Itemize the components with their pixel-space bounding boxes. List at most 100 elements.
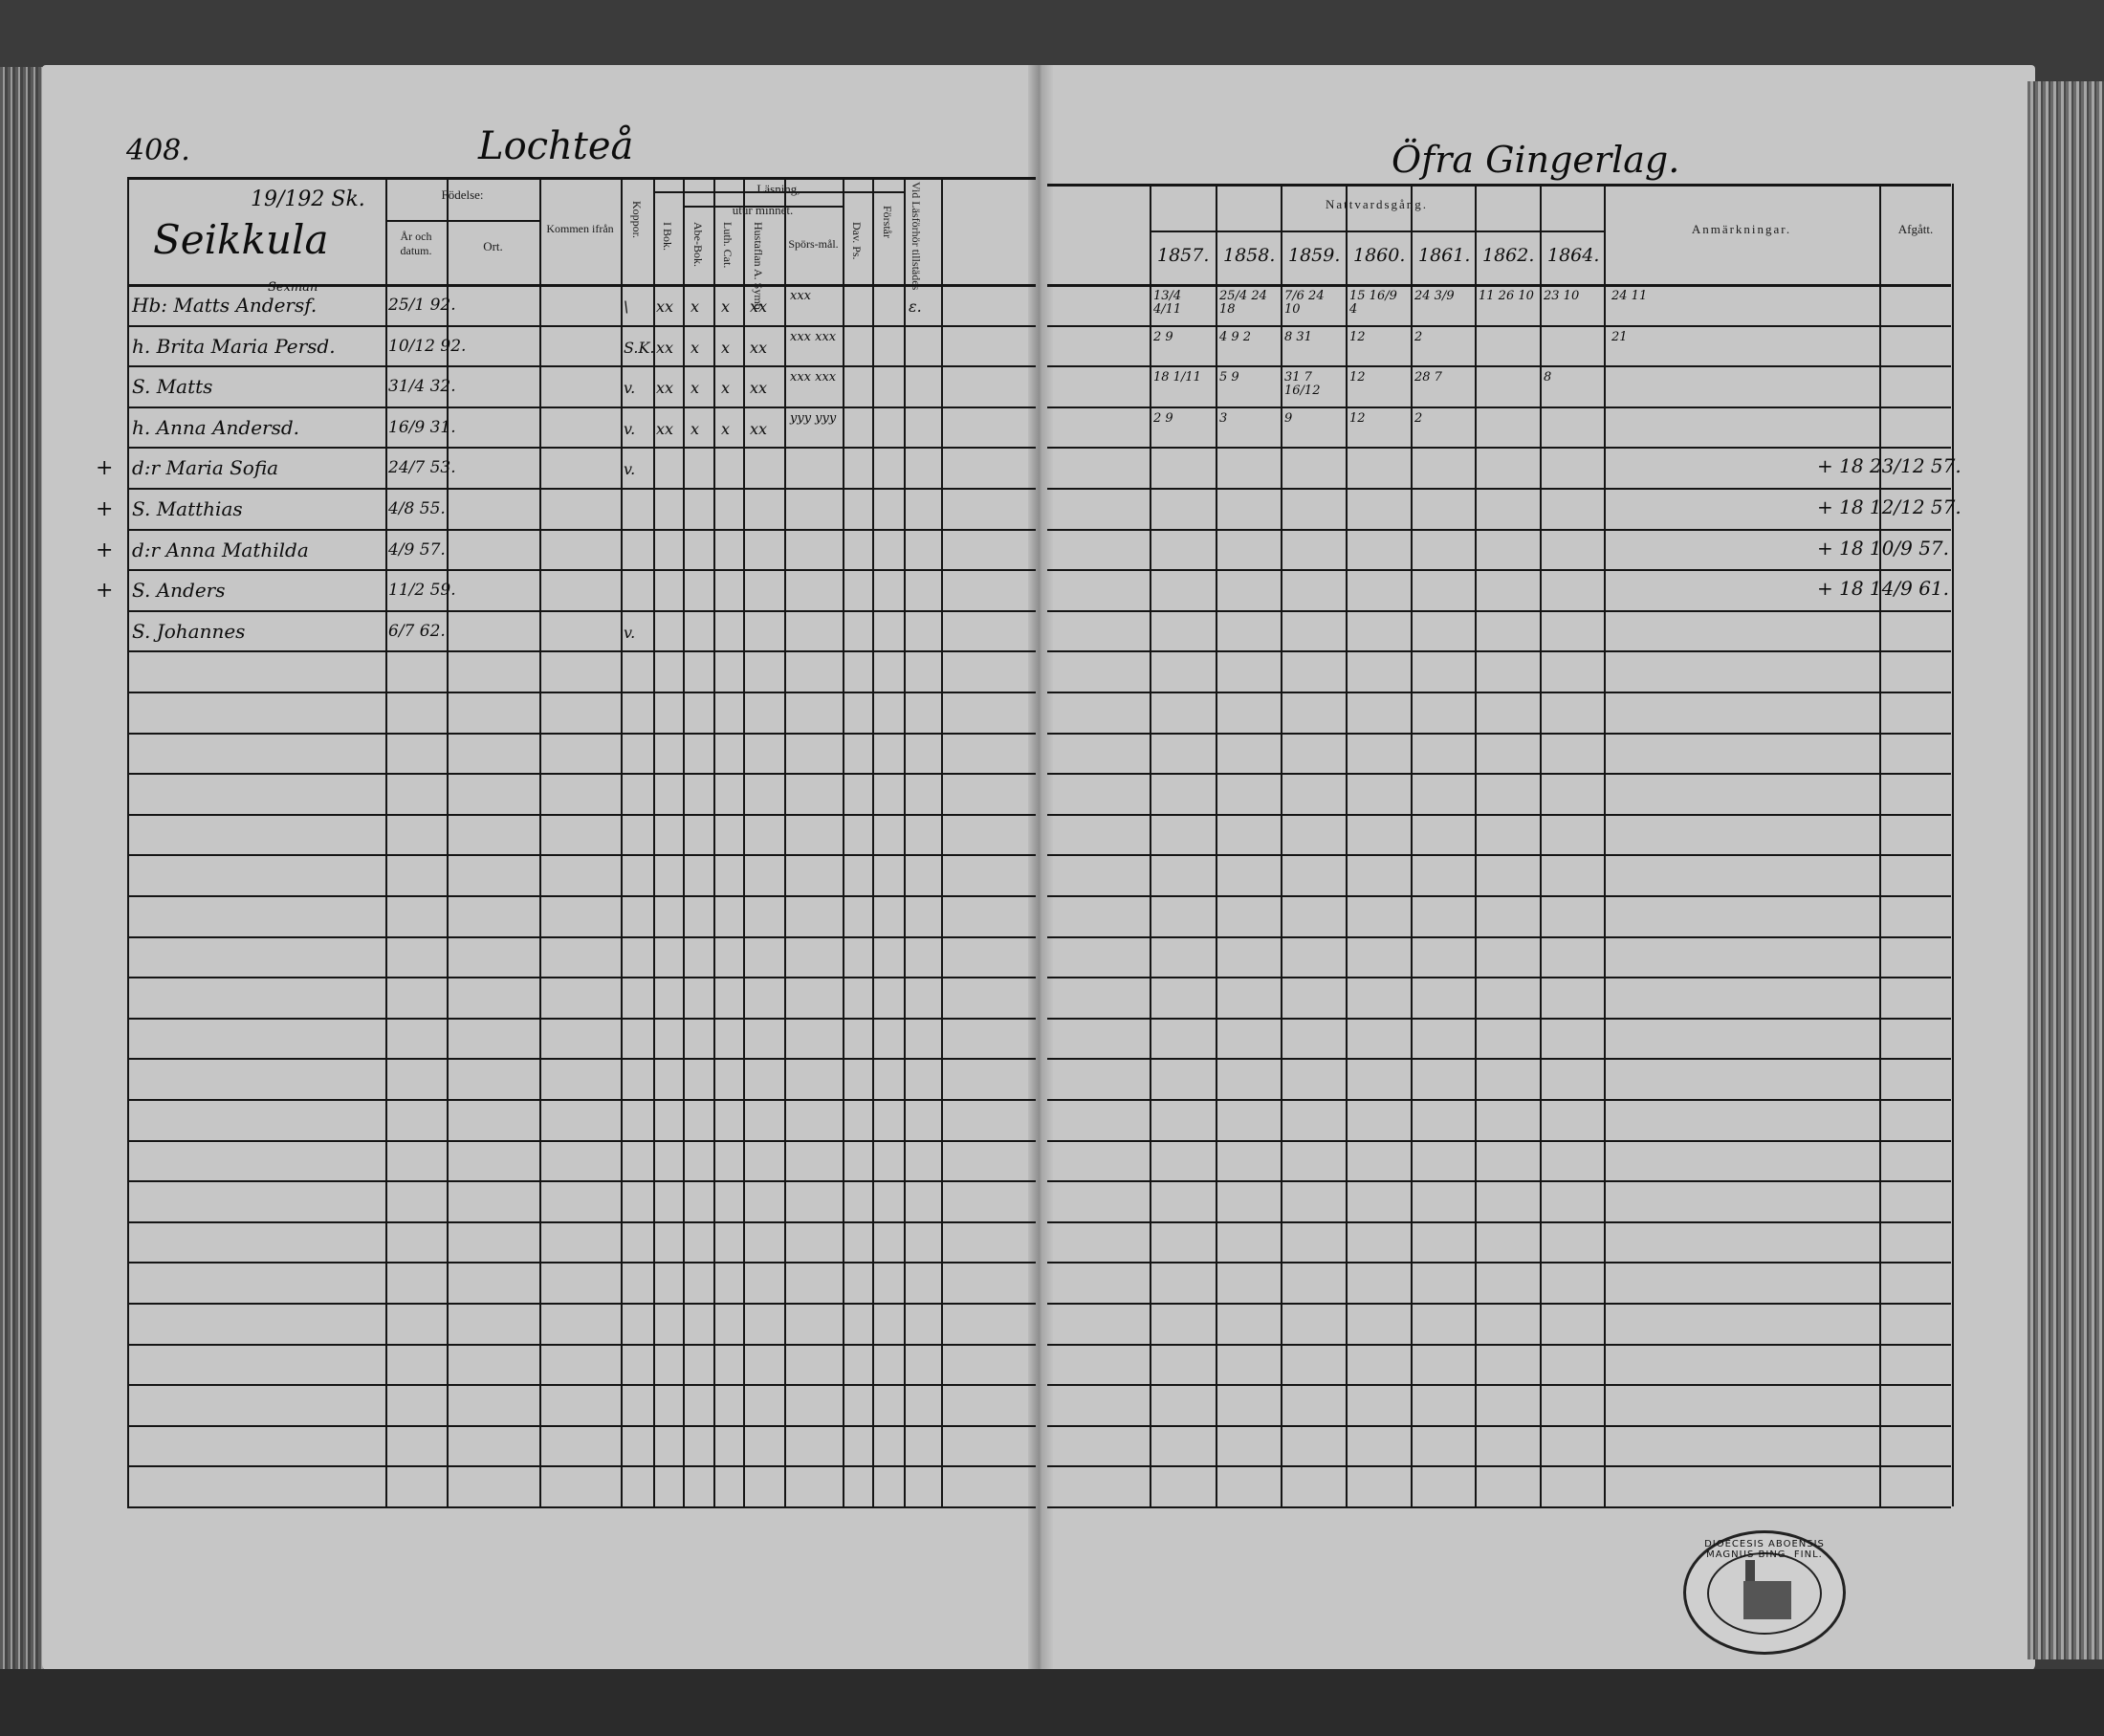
row-rule [1047,1343,1951,1346]
header-anmarkningar: Anmärkningar. [1691,222,1792,236]
communion-entry: 15 16/9 4 [1349,289,1397,317]
fodelse-rule [385,220,539,222]
year-header: 1858. [1223,245,1276,266]
column-rule [784,177,786,1506]
communion-entry: 2 [1414,329,1423,344]
header-koppor: Koppor. [630,201,644,238]
koppor-mark: S.K. [624,338,655,357]
column-rule [1540,184,1542,1506]
row-rule [1047,1465,1951,1468]
communion-entry: 25/4 24 18 [1219,289,1267,317]
header-ar-datum: År och datum. [400,230,432,257]
row-rule [127,569,1036,572]
year-header: 1859. [1288,245,1341,266]
row-rule [127,324,1036,327]
column-rule [904,177,906,1506]
occupation-note: Sexman [268,280,318,295]
row-rule [127,773,1036,776]
header-bottom-rule [127,284,1036,287]
communion-entry: 24 11 [1611,289,1648,303]
communion-entry: 2 9 [1153,329,1173,344]
communion-entry: 21 [1611,329,1628,344]
departure-date: + 18 10/9 57. [1817,536,1949,560]
lasning-rule [653,191,904,193]
row-rule [127,406,1036,408]
row-rule [127,854,1036,857]
birth-date: 24/7 53. [388,458,456,478]
row-rule [127,1303,1036,1305]
abe-bok-mark: x [690,338,700,357]
column-rule [1952,184,1954,1506]
column-rule [1150,184,1151,1506]
row-rule [1047,1262,1951,1264]
communion-entry: 28 7 [1414,370,1442,385]
homestead-ref: 19/192 Sk. [251,187,365,211]
person-name: S. Johannes [132,619,246,643]
communion-entry: 13/4 4/11 [1153,289,1182,317]
row-rule [127,365,1036,368]
row-rule [127,1343,1036,1346]
row-rule [127,935,1036,938]
scan-background [0,1669,2104,1736]
luth-cat-mark: x [721,297,731,316]
communion-entry: 18 1/11 [1153,370,1201,385]
birth-date: 25/1 92. [388,296,456,315]
row-rule [127,1058,1036,1061]
column-rule [1411,184,1413,1506]
header-sporsmal: Spörs-mål. [788,237,839,251]
minnet-rule [683,206,843,208]
hustaflan-mark: xx [750,338,768,357]
row-rule [1047,447,1951,450]
right-header-bottom-rule [1047,284,1951,287]
right-village-heading: Öfra Gingerlag. [1392,139,1680,181]
row-rule [1047,773,1951,776]
row-rule [1047,1506,1951,1508]
i-bok-mark: xx [656,338,674,357]
birth-date: 10/12 92. [388,336,467,356]
row-rule [127,1384,1036,1387]
hustaflan-mark: xx [750,297,768,316]
communion-entry: 3 [1219,410,1228,426]
sporsmal-mark: xxx [790,289,811,303]
birth-date: 4/9 57. [388,539,446,560]
header-i-bok: I Bok. [661,222,674,251]
header-ort: Ort. [483,239,503,253]
luth-cat-mark: x [721,338,731,357]
row-rule [127,895,1036,897]
birth-date: 4/8 55. [388,499,446,518]
row-rule [127,1465,1036,1468]
column-rule [683,177,685,1506]
book-gutter [1028,65,1053,1672]
row-rule [1047,609,1951,612]
person-name: h. Brita Maria Persd. [132,334,336,358]
row-rule [1047,692,1951,693]
year-header: 1857. [1157,245,1210,266]
row-rule [1047,1017,1951,1020]
row-rule [1047,324,1951,327]
header-kommen: Kommen ifrån [546,222,614,235]
communion-entry: 5 9 [1219,370,1239,385]
row-rule [1047,977,1951,979]
hustaflan-mark: xx [750,419,768,438]
person-name: S. Matthias [132,497,243,520]
communion-entry: 12 [1349,410,1366,426]
communion-entry: 8 [1544,370,1552,385]
person-name: d:r Anna Mathilda [132,538,309,561]
abe-bok-mark: x [690,379,700,398]
luth-cat-mark: x [721,419,731,438]
deceased-cross: + [96,579,114,604]
row-rule [1047,1384,1951,1387]
header-fodelse: Födelse: [441,187,484,202]
person-name: S. Matts [132,375,213,399]
row-rule [127,1139,1036,1142]
header-utur-minnet: utur minnet. [732,203,794,217]
row-rule [127,732,1036,735]
row-rule [1047,650,1951,653]
page-number: 408. [126,134,190,167]
column-rule [385,177,387,1506]
row-rule [127,1424,1036,1427]
i-bok-mark: xx [656,297,674,316]
communion-entry: 8 31 [1284,329,1312,344]
row-rule [1047,528,1951,531]
row-rule [1047,1220,1951,1223]
